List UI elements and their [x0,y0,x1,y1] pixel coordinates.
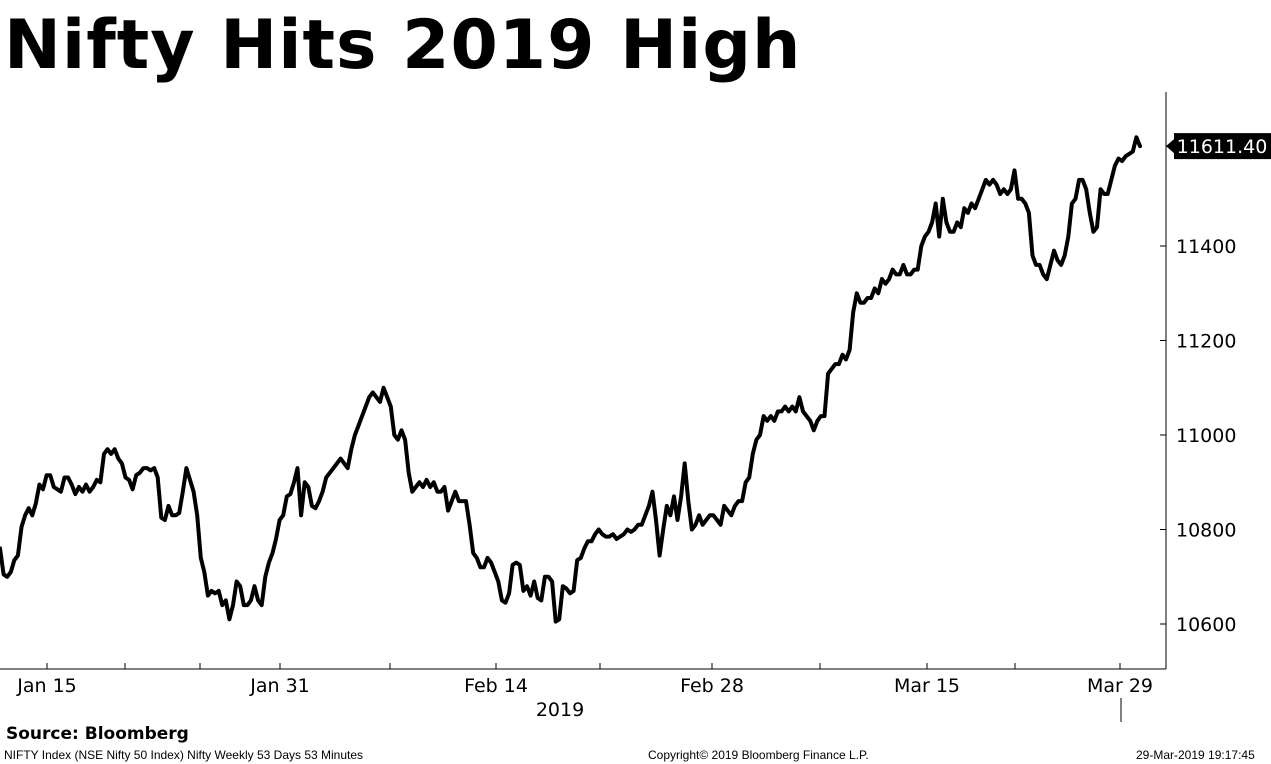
y-tick-label: 11000 [1176,425,1236,447]
x-axis-title: 2019 [536,699,584,721]
footer-timestamp: 29-Mar-2019 19:17:45 [1136,748,1255,762]
x-tick-label: Mar 15 [894,675,960,697]
y-tick-label: 10600 [1176,614,1236,636]
x-tick-label: Jan 15 [16,675,77,697]
x-tick-label: Feb 28 [680,675,744,697]
footer-index-info: NIFTY Index (NSE Nifty 50 Index) Nifty W… [4,748,364,762]
y-tick-label: 11400 [1176,236,1236,258]
x-tick-label: Jan 31 [249,675,310,697]
last-value-pointer [1166,139,1174,154]
last-value-label: 11611.40 [1177,136,1268,158]
x-tick-label: Mar 29 [1087,675,1153,697]
footer-copyright: Copyright© 2019 Bloomberg Finance L.P. [648,748,869,762]
y-axis-ticks: 10600 10800 11000 11200 11400 [1160,236,1236,636]
y-tick-label: 11200 [1176,331,1236,353]
nifty-series-line [0,135,1142,624]
last-value-badge: 11611.40 [1166,133,1271,160]
y-tick-label: 10800 [1176,520,1236,542]
x-axis-ticks: Jan 15 Jan 31 Feb 14 Feb 28 Mar 15 Mar 29 [16,663,1153,697]
chart-title: Nifty Hits 2019 High [4,6,802,85]
source-note: Source: Bloomberg [6,724,189,744]
last-value-box [1174,133,1271,160]
x-tick-label: Feb 14 [464,675,528,697]
